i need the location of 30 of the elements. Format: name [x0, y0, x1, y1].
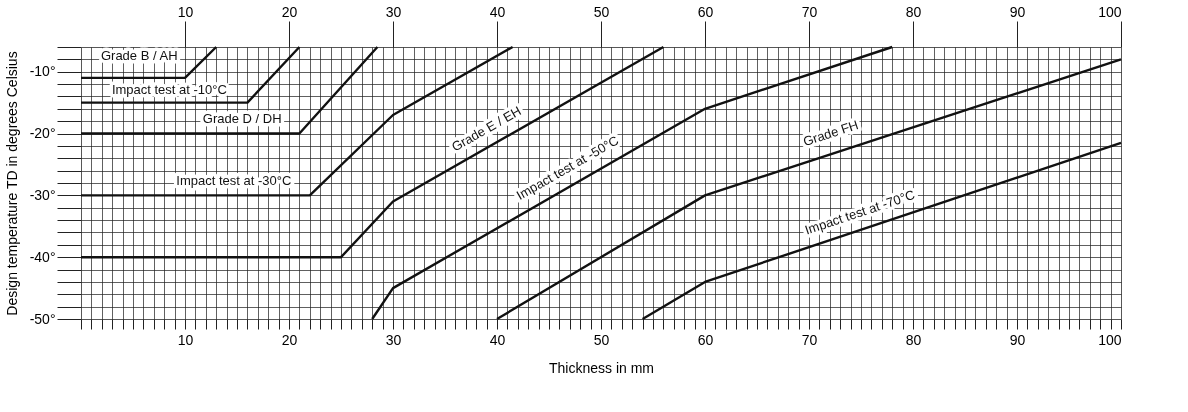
x-tick-label: 70 — [801, 331, 818, 348]
annotation: Grade FH — [801, 117, 861, 150]
y-tick-label: -40° — [29, 248, 56, 265]
x2-tick-label: 40 — [489, 3, 506, 20]
annotation: Impact test at -70°C — [802, 186, 917, 238]
x-tick-label: 100 — [1098, 331, 1122, 348]
x-tick-label: 90 — [1009, 331, 1026, 348]
x2-tick-label: 70 — [801, 3, 818, 20]
x2-tick-label: 60 — [697, 3, 714, 20]
x2-tick-label: 80 — [905, 3, 922, 20]
x2-tick-label: 90 — [1009, 3, 1026, 20]
x-tick-label: 30 — [385, 331, 402, 348]
x2-tick-label: 50 — [593, 3, 610, 20]
x-tick-label: 40 — [489, 331, 506, 348]
x-tick-label: 20 — [281, 331, 298, 348]
x-axis-title: Thickness in mm — [548, 359, 655, 376]
y-tick-label: -30° — [29, 186, 56, 203]
x2-tick-label: 30 — [385, 3, 402, 20]
x2-tick-label: 20 — [281, 3, 298, 20]
x-tick-label: 80 — [905, 331, 922, 348]
x-tick-label: 10 — [177, 331, 194, 348]
y-axis-title: Design temperature TD in degrees Celsius — [3, 51, 20, 316]
y-tick-label: -20° — [29, 125, 56, 142]
x2-tick-label: 10 — [177, 3, 194, 20]
y-tick-label: -10° — [29, 63, 56, 80]
x2-tick-label: 100 — [1098, 3, 1122, 20]
x-tick-label: 50 — [593, 331, 610, 348]
annotation: Grade E / EH — [449, 103, 524, 155]
x-tick-label: 60 — [697, 331, 714, 348]
y-tick-label: -50° — [29, 310, 56, 327]
